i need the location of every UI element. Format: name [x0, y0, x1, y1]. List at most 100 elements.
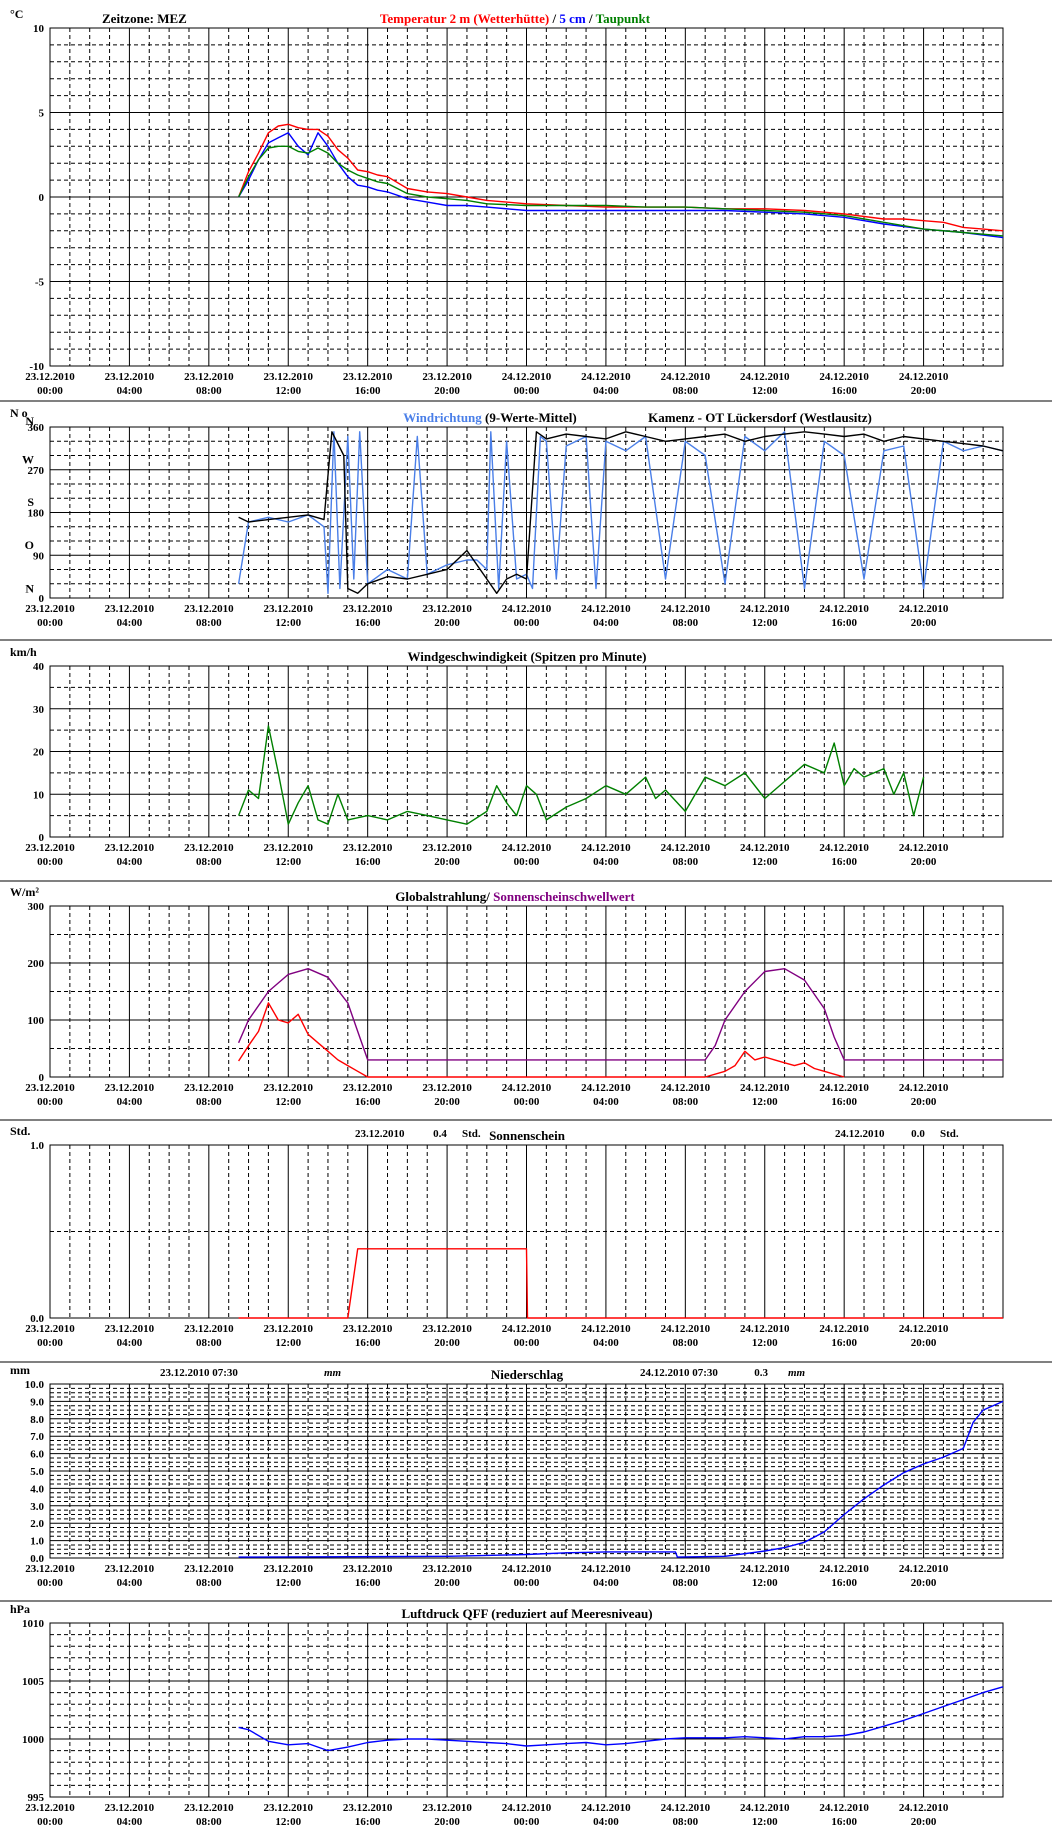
- wind_direction-xtick-date: 24.12.2010: [740, 603, 790, 615]
- global_radiation-xtick-date: 23.12.2010: [343, 1082, 393, 1094]
- wind_speed-xtick-time: 00:00: [514, 856, 540, 868]
- temperature-xtick-date: 24.12.2010: [661, 371, 711, 383]
- wind_direction-direction-label: W: [22, 452, 34, 466]
- sunshine-xtick-time: 04:00: [117, 1337, 143, 1349]
- temperature-xtick-date: 23.12.2010: [25, 371, 75, 383]
- precipitation-title: Niederschlag: [491, 1367, 564, 1382]
- sunshine-day-unit: Std.: [462, 1128, 481, 1140]
- pressure-xtick-date: 24.12.2010: [661, 1802, 711, 1814]
- precipitation-xtick-date: 23.12.2010: [264, 1563, 314, 1575]
- sunshine-xtick-time: 00:00: [37, 1337, 63, 1349]
- precipitation-ytick-label: 5.0: [30, 1466, 44, 1478]
- pressure-xtick-time: 20:00: [911, 1816, 937, 1828]
- precipitation-ytick-label: 1.0: [30, 1536, 44, 1548]
- temperature-xtick-time: 04:00: [593, 385, 619, 397]
- global_radiation-xtick-time: 04:00: [593, 1096, 619, 1108]
- wind_direction-xtick-time: 00:00: [514, 617, 540, 629]
- sunshine-xtick-time: 00:00: [514, 1337, 540, 1349]
- temperature-xtick-date: 23.12.2010: [422, 371, 472, 383]
- wind_speed-panel: 0 10 20 30 40 km/h Windgeschwindigkeit (Spitze…: [10, 645, 1004, 868]
- global_radiation-xtick-date: 23.12.2010: [264, 1082, 314, 1094]
- wind_direction-series-line-0: [237, 431, 1004, 594]
- wind_speed-xtick-date: 24.12.2010: [819, 842, 869, 854]
- sunshine-series-line-0: [238, 1248, 1003, 1319]
- sunshine-plot-frame: [49, 1144, 1004, 1319]
- wind_direction-xtick-date: 23.12.2010: [343, 603, 393, 615]
- precipitation-xtick-date: 24.12.2010: [581, 1563, 631, 1575]
- pressure-xtick-time: 04:00: [117, 1816, 143, 1828]
- precipitation-plot-frame: [49, 1383, 1004, 1559]
- wind_direction-title-part-1: (9-Werte-Mittel): [482, 410, 577, 425]
- precipitation-xtick-time: 04:00: [117, 1577, 143, 1589]
- wind_speed-xtick-date: 24.12.2010: [899, 842, 949, 854]
- precipitation-ytick-label: 9.0: [30, 1396, 44, 1408]
- global_radiation-ytick-label: 200: [28, 958, 45, 970]
- temperature-xtick-date: 23.12.2010: [184, 371, 234, 383]
- precipitation-xtick-time: 00:00: [514, 1577, 540, 1589]
- sunshine-xtick-time: 16:00: [355, 1337, 381, 1349]
- precipitation-period-label: 23.12.2010 07:30: [160, 1367, 238, 1379]
- precipitation-ytick-label: 10.0: [25, 1379, 45, 1391]
- sunshine-xtick-date: 24.12.2010: [502, 1323, 552, 1335]
- temperature-xtick-date: 23.12.2010: [105, 371, 155, 383]
- wind_direction-direction-label: S: [27, 495, 34, 509]
- temperature-xtick-time: 08:00: [672, 385, 698, 397]
- temperature-xtick-time: 20:00: [911, 385, 937, 397]
- global_radiation-xtick-date: 23.12.2010: [422, 1082, 472, 1094]
- precipitation-xtick-time: 16:00: [831, 1577, 857, 1589]
- wind_speed-xtick-time: 08:00: [196, 856, 222, 868]
- sunshine-xtick-time: 20:00: [434, 1337, 460, 1349]
- global_radiation-series-line-1: [237, 968, 1003, 1061]
- wind_speed-series-line-0: [237, 725, 925, 825]
- pressure-xtick-time: 20:00: [434, 1816, 460, 1828]
- wind_speed-xtick-time: 20:00: [434, 856, 460, 868]
- wind_direction-title-part-0: Windrichtung: [403, 410, 482, 425]
- wind_speed-ytick-label: 40: [33, 661, 45, 673]
- temperature-xtick-time: 12:00: [275, 385, 301, 397]
- precipitation-xtick-date: 24.12.2010: [661, 1563, 711, 1575]
- wind_direction-xtick-date: 24.12.2010: [819, 603, 869, 615]
- temperature-xtick-time: 08:00: [196, 385, 222, 397]
- precipitation-xtick-time: 08:00: [196, 1577, 222, 1589]
- wind_speed-xtick-date: 24.12.2010: [502, 842, 552, 854]
- precipitation-ytick-label: 7.0: [30, 1431, 44, 1443]
- temperature-title-part-4: Taupunkt: [596, 11, 651, 26]
- sunshine-day-value: 0.4: [433, 1128, 447, 1140]
- temperature-xtick-time: 20:00: [434, 385, 460, 397]
- wind_direction-xtick-date: 23.12.2010: [25, 603, 75, 615]
- wind_speed-xtick-time: 00:00: [37, 856, 63, 868]
- wind_direction-xtick-time: 08:00: [196, 617, 222, 629]
- wind_speed-xtick-date: 23.12.2010: [105, 842, 155, 854]
- global_radiation-xtick-date: 24.12.2010: [581, 1082, 631, 1094]
- wind_direction-xtick-time: 08:00: [672, 617, 698, 629]
- precipitation-ytick-label: 3.0: [30, 1501, 44, 1513]
- global_radiation-xtick-date: 24.12.2010: [899, 1082, 949, 1094]
- temperature-ytick-label: -5: [35, 277, 45, 289]
- wind_speed-ytick-label: 30: [33, 704, 45, 716]
- sunshine-day-unit: Std.: [940, 1128, 959, 1140]
- wind_speed-xtick-date: 23.12.2010: [422, 842, 472, 854]
- sunshine-ytick-label: 1.0: [30, 1140, 44, 1152]
- wind_direction-ytick-label: 90: [33, 550, 45, 562]
- pressure-xtick-time: 00:00: [514, 1816, 540, 1828]
- wind_direction-xtick-time: 12:00: [752, 617, 778, 629]
- pressure-unit-label: hPa: [10, 1602, 30, 1616]
- global_radiation-xtick-time: 00:00: [37, 1096, 63, 1108]
- temperature-ytick-label: 10: [33, 23, 45, 35]
- wind_speed-xtick-time: 16:00: [831, 856, 857, 868]
- wind_direction-xtick-date: 23.12.2010: [264, 603, 314, 615]
- global_radiation-xtick-time: 12:00: [752, 1096, 778, 1108]
- pressure-xtick-time: 16:00: [355, 1816, 381, 1828]
- global_radiation-xtick-date: 23.12.2010: [25, 1082, 75, 1094]
- wind_speed-xtick-time: 16:00: [355, 856, 381, 868]
- wind_speed-unit-label: km/h: [10, 645, 37, 659]
- sunshine-xtick-time: 04:00: [593, 1337, 619, 1349]
- global_radiation-xtick-date: 24.12.2010: [661, 1082, 711, 1094]
- wind_speed-xtick-date: 23.12.2010: [343, 842, 393, 854]
- wind_speed-xtick-time: 12:00: [752, 856, 778, 868]
- wind_direction-ytick-label: 180: [28, 508, 45, 520]
- sunshine-xtick-date: 23.12.2010: [264, 1323, 314, 1335]
- pressure-xtick-date: 23.12.2010: [25, 1802, 75, 1814]
- sunshine-day-value: 0.0: [911, 1128, 925, 1140]
